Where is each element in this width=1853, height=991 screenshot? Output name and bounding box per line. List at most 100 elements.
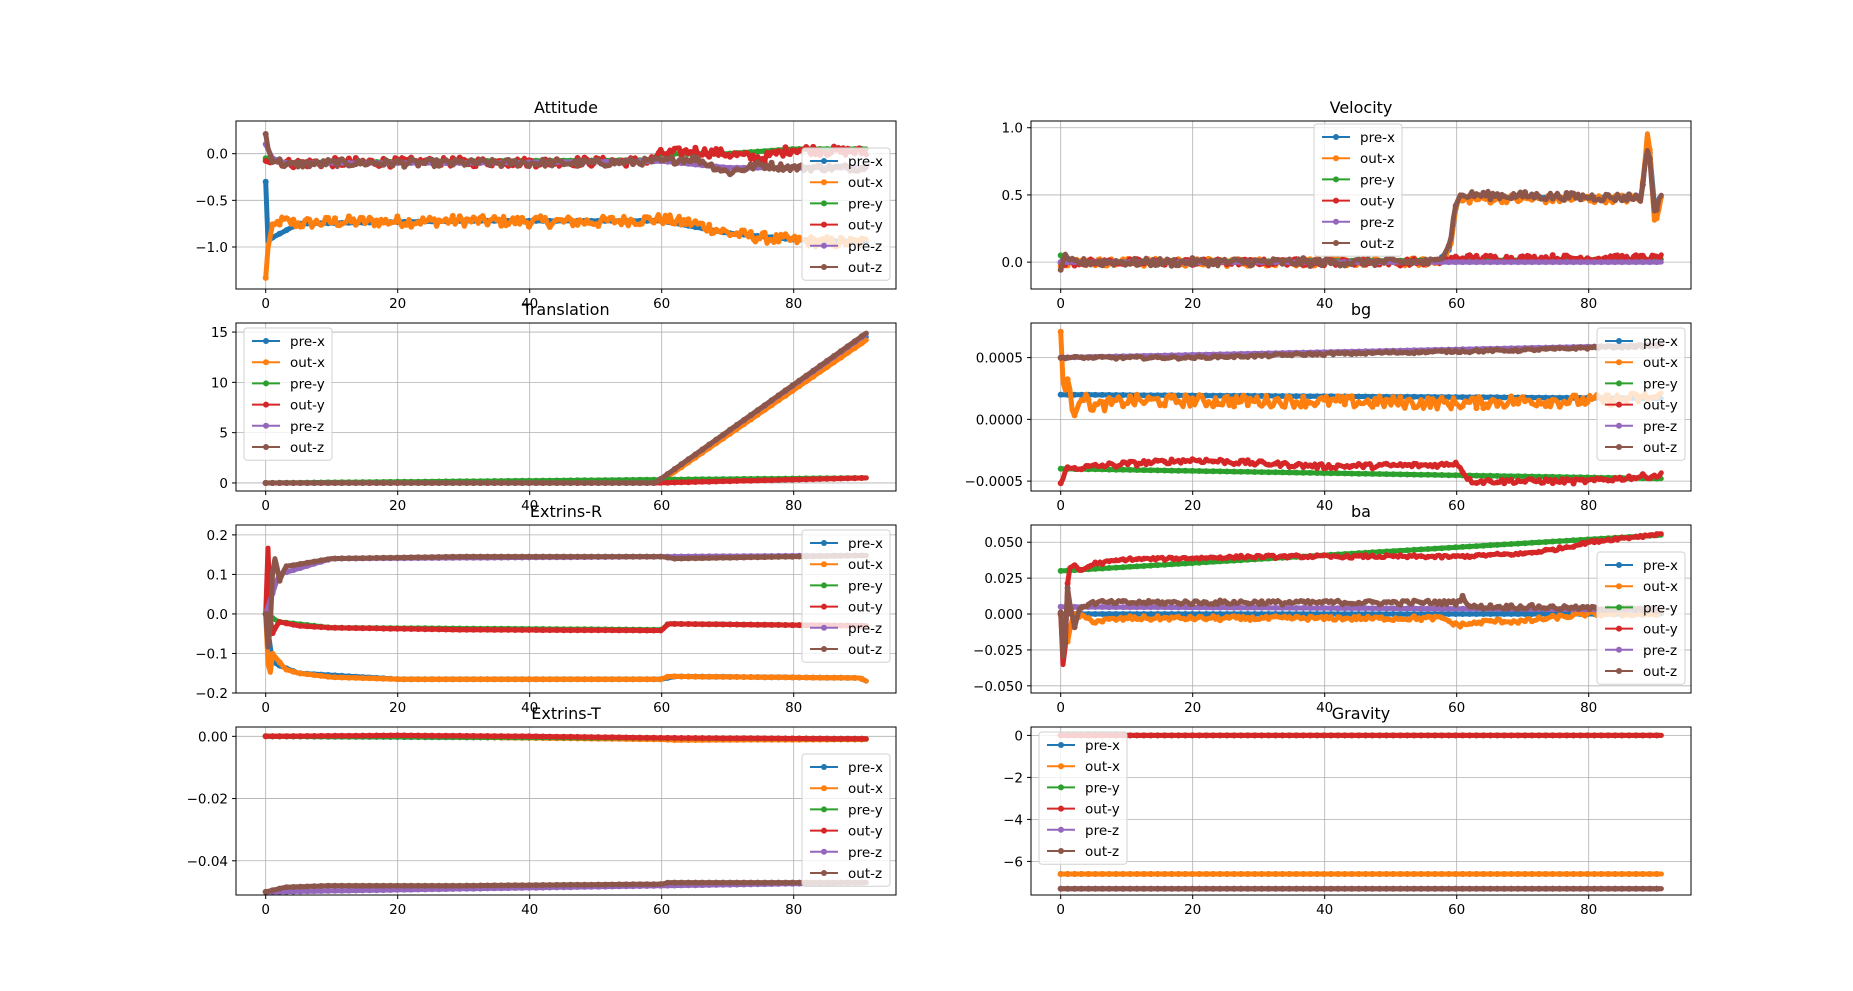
data-point bbox=[1487, 478, 1494, 485]
data-point bbox=[1175, 556, 1182, 563]
data-point bbox=[352, 480, 359, 486]
data-point bbox=[359, 480, 366, 486]
data-point bbox=[1078, 397, 1085, 403]
y-tick-label: 0.2 bbox=[207, 528, 228, 544]
data-point bbox=[1272, 555, 1279, 561]
data-point bbox=[733, 478, 740, 484]
data-point bbox=[1348, 470, 1355, 477]
data-point bbox=[1203, 885, 1210, 892]
data-point bbox=[1528, 871, 1535, 877]
data-point bbox=[1314, 605, 1321, 612]
data-point bbox=[1542, 259, 1549, 266]
data-point bbox=[713, 436, 720, 443]
data-point bbox=[1445, 242, 1452, 249]
data-point bbox=[1549, 538, 1556, 545]
data-point bbox=[1473, 543, 1480, 550]
data-point bbox=[664, 734, 671, 741]
data-point bbox=[1598, 476, 1605, 482]
data-point bbox=[318, 624, 325, 631]
legend-marker bbox=[1333, 176, 1339, 183]
data-point bbox=[775, 477, 782, 483]
axes-frame bbox=[1030, 726, 1692, 896]
legend-label: pre-y bbox=[848, 578, 883, 594]
data-point bbox=[1147, 604, 1154, 611]
data-point bbox=[609, 627, 616, 634]
legend-label: pre-z bbox=[1643, 643, 1677, 659]
data-point bbox=[588, 553, 595, 560]
data-point bbox=[512, 480, 519, 486]
data-point bbox=[1321, 352, 1327, 359]
legend-marker bbox=[1616, 444, 1622, 450]
data-point bbox=[338, 887, 345, 894]
data-point bbox=[1106, 598, 1113, 605]
data-point bbox=[1113, 611, 1120, 617]
legend-marker bbox=[821, 870, 827, 876]
data-point bbox=[1224, 732, 1230, 739]
data-point bbox=[1480, 605, 1487, 612]
data-point bbox=[1244, 457, 1251, 464]
data-point bbox=[505, 882, 512, 889]
data-point bbox=[685, 456, 692, 463]
data-point bbox=[262, 157, 269, 164]
data-point bbox=[470, 676, 477, 683]
data-point bbox=[1404, 871, 1411, 877]
data-point bbox=[1501, 403, 1508, 410]
data-point bbox=[1480, 259, 1487, 266]
data-point bbox=[1175, 600, 1182, 607]
series-group bbox=[262, 131, 869, 281]
data-point bbox=[1265, 871, 1272, 877]
data-point bbox=[1224, 600, 1230, 607]
x-tick-label: 60 bbox=[653, 700, 670, 716]
axes-frame bbox=[235, 120, 897, 290]
data-point bbox=[754, 554, 761, 561]
data-point bbox=[1328, 732, 1334, 739]
data-point bbox=[595, 223, 602, 229]
data-point bbox=[546, 553, 553, 560]
data-point bbox=[1196, 871, 1203, 877]
data-point bbox=[1272, 613, 1279, 620]
legend-label: out-y bbox=[1643, 622, 1678, 638]
data-point bbox=[1528, 618, 1535, 625]
data-point bbox=[1182, 598, 1189, 605]
data-point bbox=[1182, 560, 1189, 567]
data-point bbox=[1549, 603, 1556, 610]
data-point bbox=[1064, 376, 1071, 383]
data-point bbox=[1161, 355, 1168, 362]
data-point bbox=[1473, 347, 1480, 354]
data-point bbox=[706, 162, 713, 169]
data-point bbox=[1127, 354, 1133, 361]
data-point bbox=[713, 673, 720, 680]
data-point bbox=[325, 157, 332, 164]
data-point bbox=[1515, 192, 1522, 199]
data-point bbox=[685, 879, 692, 886]
data-point bbox=[1480, 552, 1487, 558]
legend-marker bbox=[821, 242, 827, 249]
data-point bbox=[1224, 354, 1230, 361]
data-point bbox=[1473, 732, 1480, 739]
data-point bbox=[643, 156, 650, 163]
data-point bbox=[796, 735, 803, 742]
data-point bbox=[650, 734, 657, 741]
data-point bbox=[304, 480, 311, 486]
data-point bbox=[1473, 604, 1480, 610]
data-point bbox=[1106, 611, 1113, 617]
data-point bbox=[1189, 456, 1196, 463]
data-point bbox=[803, 372, 810, 379]
data-point bbox=[1133, 391, 1140, 398]
data-point bbox=[706, 478, 713, 485]
data-point bbox=[1265, 616, 1272, 622]
data-point bbox=[1383, 616, 1390, 623]
data-point bbox=[1300, 885, 1307, 892]
data-point bbox=[1286, 885, 1293, 892]
data-point bbox=[1057, 480, 1064, 487]
data-point bbox=[1154, 395, 1161, 402]
data-point bbox=[1071, 562, 1078, 569]
data-point bbox=[1438, 348, 1445, 355]
data-point bbox=[318, 732, 325, 739]
data-point bbox=[1542, 254, 1549, 261]
data-point bbox=[1300, 554, 1307, 561]
data-point bbox=[1265, 469, 1272, 476]
data-point bbox=[713, 554, 720, 561]
data-point bbox=[1542, 196, 1549, 203]
data-point bbox=[1487, 259, 1494, 266]
